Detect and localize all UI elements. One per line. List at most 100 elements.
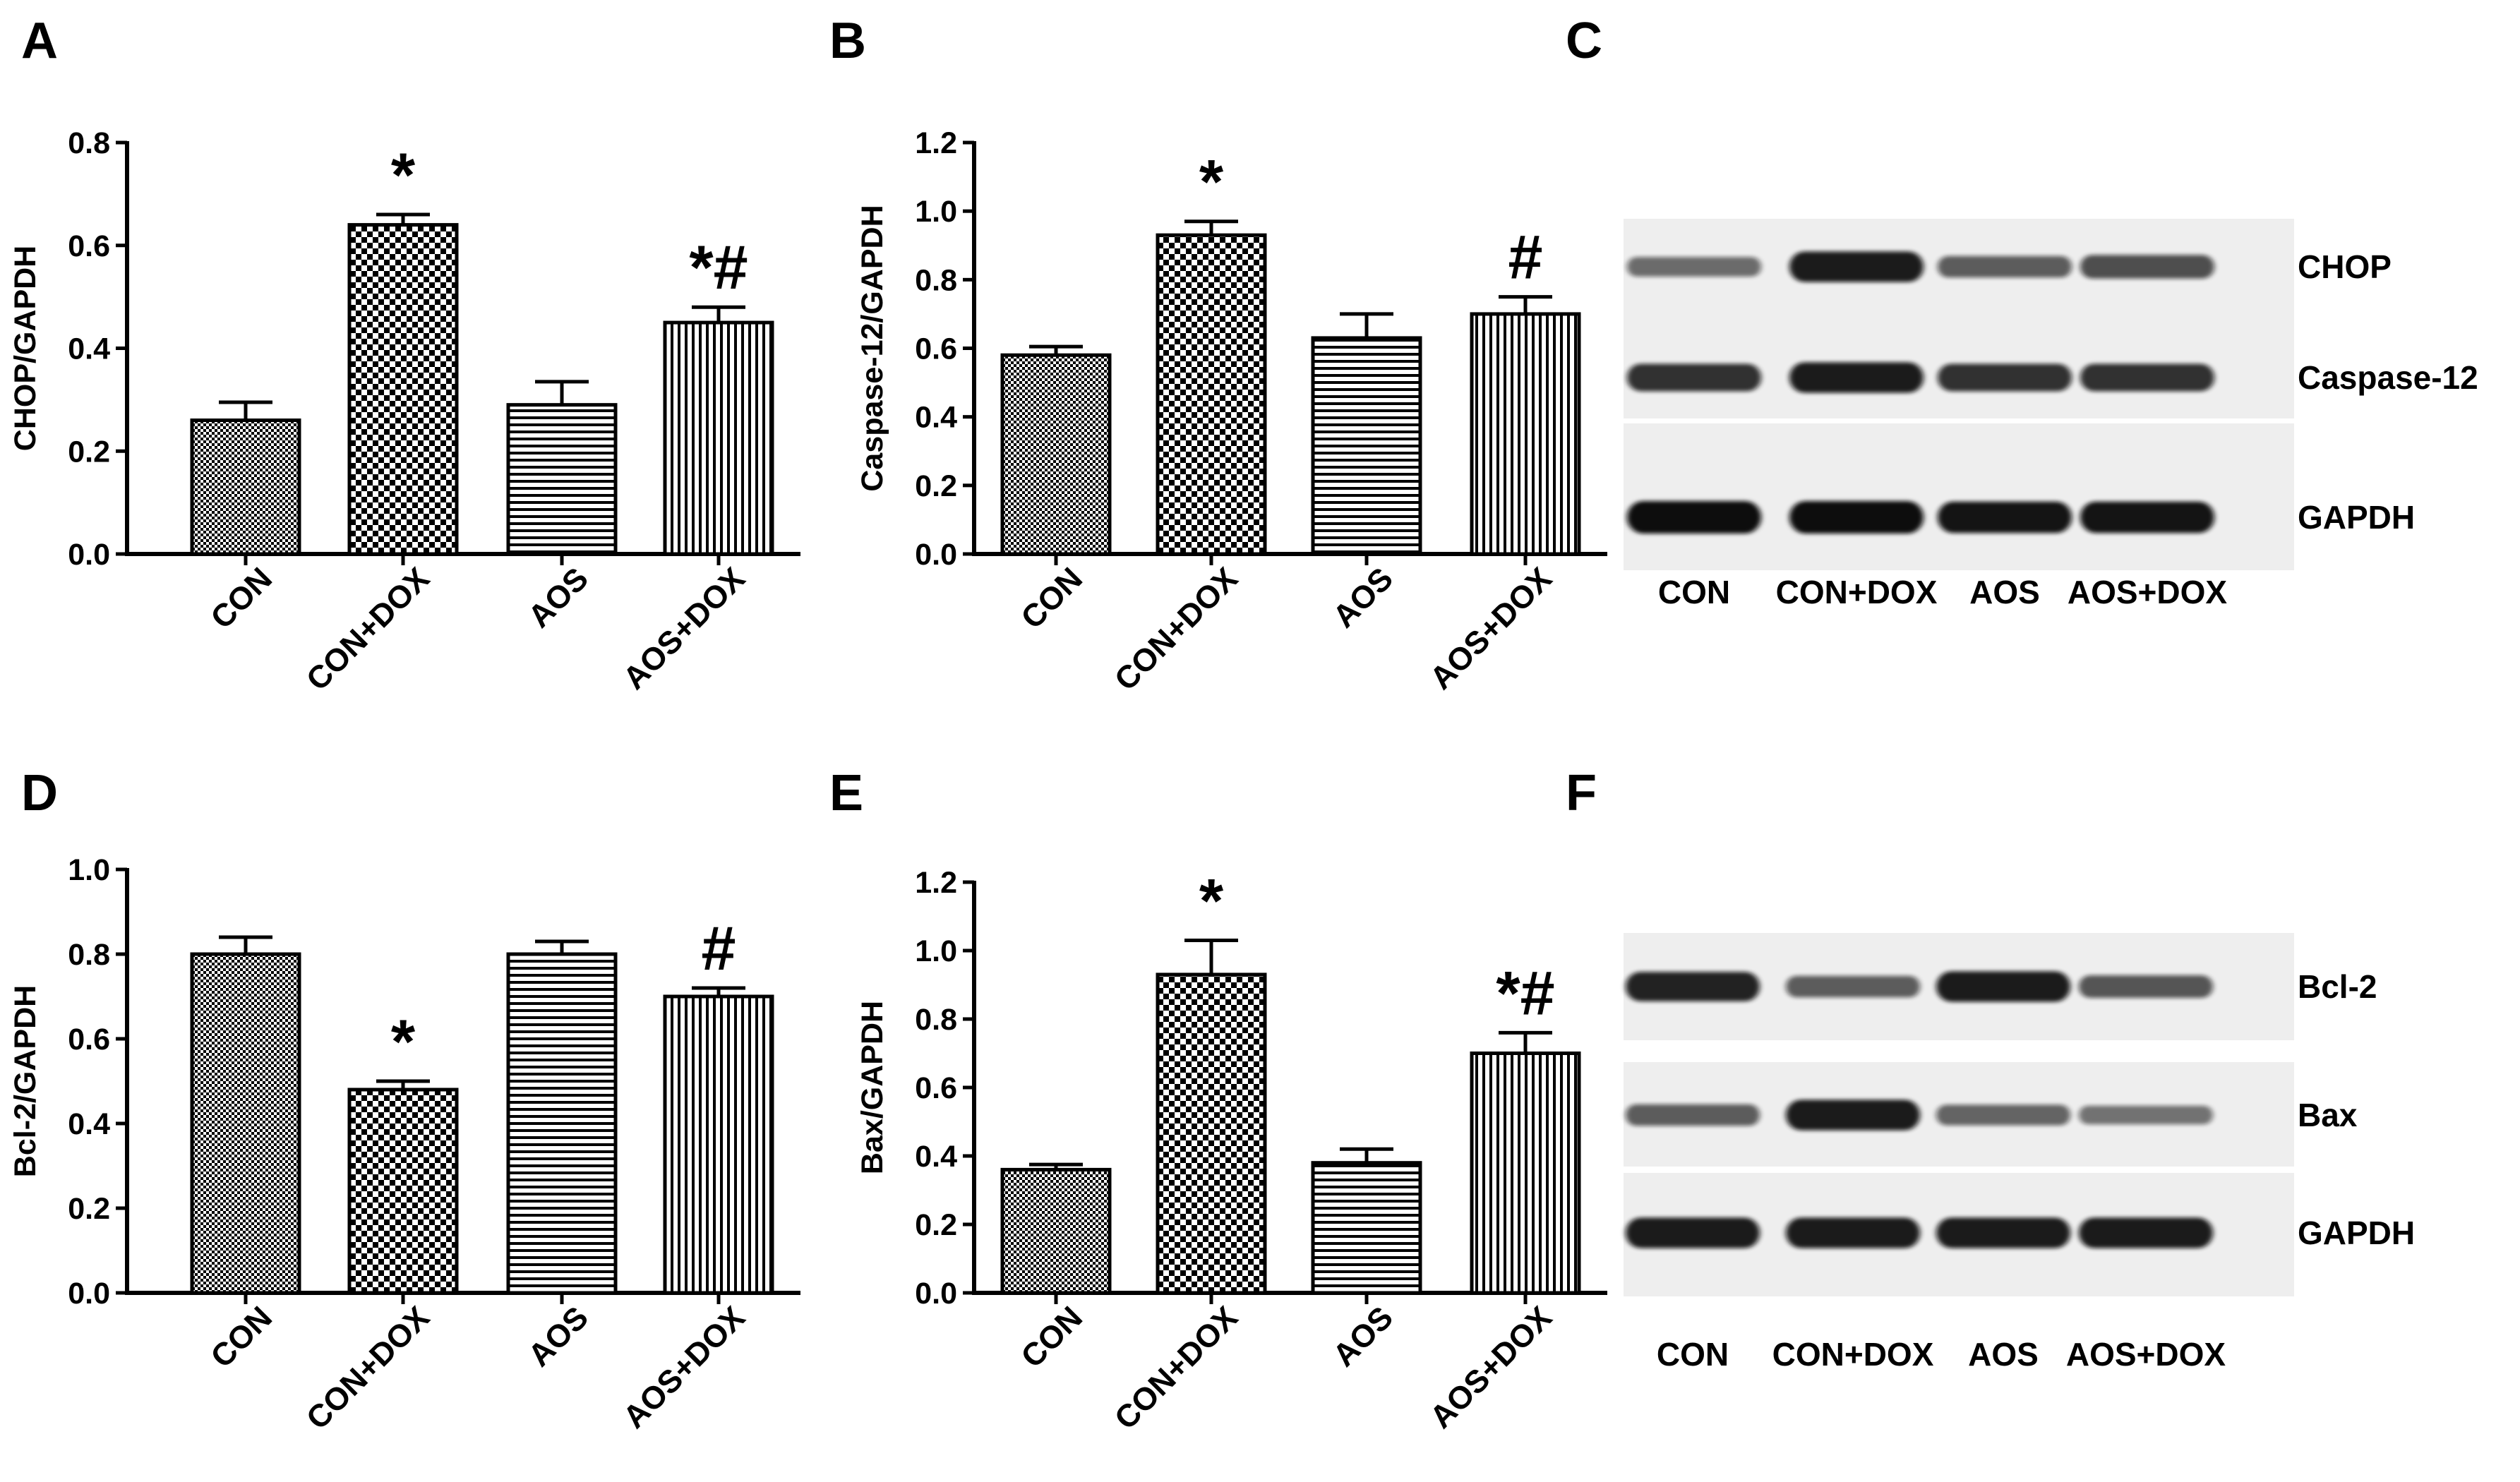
significance-marker: * (1199, 865, 1224, 935)
y-tick-label: 0.8 (68, 126, 110, 160)
western-blot-f: Bcl-2 Bax GAPDH CON CON+DOX AOS AOS+DOX (1624, 933, 2415, 1373)
blot-row-label: GAPDH (2298, 1215, 2415, 1251)
blot-band (2079, 1105, 2213, 1125)
panel-letter-f: F (1566, 765, 1597, 821)
y-tick-label: 0.2 (915, 469, 957, 503)
blot-band (1626, 1104, 1760, 1126)
y-tick-label: 0.0 (68, 538, 110, 572)
blot-row-gapdh: GAPDH (1624, 1173, 2415, 1296)
chart-caspase-12: 0.0 0.2 0.4 0.6 0.8 1.0 1.2 Caspase-12/GAPDH CON… (856, 126, 1607, 697)
lane-label: AOS+DOX (2068, 574, 2228, 610)
y-tick-label: 0.8 (915, 263, 957, 297)
y-tick-label: 1.0 (915, 934, 957, 968)
y-tick-label: 0.6 (68, 229, 110, 263)
category-label: CON (203, 560, 279, 636)
panel-letter-d: D (21, 765, 58, 821)
y-axis-label: Caspase-12/GAPDH (856, 205, 889, 491)
lane-label: CON (1657, 1336, 1729, 1373)
western-blot-c: CHOP Caspase-12 GAPDH CON CON+DOX AOS AOS+DOX (1624, 219, 2478, 610)
category-label: CON+DOX (299, 1299, 436, 1436)
blot-band (1627, 363, 1761, 392)
blot-row-label: Caspase-12 (2298, 359, 2478, 396)
y-tick-label: 0.2 (68, 435, 110, 469)
bar-con-plus-dox (1156, 972, 1267, 1295)
bar-con (190, 952, 301, 1295)
y-tick-label: 0.4 (915, 401, 957, 435)
category-label: AOS+DOX (1423, 560, 1559, 697)
category-label: CON+DOX (1108, 1299, 1244, 1436)
blot-band (2079, 1217, 2213, 1248)
y-tick-label: 1.2 (915, 126, 957, 160)
blot-row-label: CHOP (2298, 248, 2392, 285)
significance-marker: * (391, 1006, 416, 1076)
bar-con-plus-dox (1156, 233, 1267, 556)
category-label: AOS (1326, 1299, 1400, 1373)
lane-label: AOS+DOX (2066, 1336, 2226, 1373)
y-tick-label: 0.4 (68, 332, 110, 366)
bar-aos-plus-dox (663, 994, 774, 1295)
blot-row-label: GAPDH (2298, 499, 2415, 536)
blot-band (1786, 1217, 1920, 1248)
blot-row-label: Bcl-2 (2298, 968, 2377, 1005)
bar-con (190, 418, 301, 556)
y-axis-label: Bax/GAPDH (856, 1001, 889, 1174)
significance-marker: * (391, 140, 416, 210)
bar-aos (1311, 336, 1422, 556)
bar-aos-plus-dox (663, 320, 774, 556)
y-tick-label: 1.2 (915, 866, 957, 900)
bar-aos (1311, 1161, 1422, 1295)
chart-chop: 0.0 0.2 0.4 0.6 0.8 CHOP/GAPDH CON * CON+DOX AOS *… (8, 126, 800, 697)
blot-band (1936, 1217, 2070, 1248)
lane-label: CON+DOX (1772, 1336, 1934, 1373)
panel-letter-e: E (829, 765, 863, 821)
y-tick-label: 0.8 (68, 938, 110, 972)
blot-row-gapdh: GAPDH (1624, 423, 2415, 570)
blot-row-bcl-2: Bcl-2 (1624, 933, 2377, 1040)
category-label: CON+DOX (1108, 560, 1244, 697)
blot-band (1789, 251, 1924, 282)
y-tick-label: 0.0 (915, 1277, 957, 1311)
y-tick-label: 0.0 (915, 538, 957, 572)
category-label: CON+DOX (299, 560, 436, 697)
bar-aos-plus-dox (1470, 1052, 1581, 1295)
bar-con (1000, 1167, 1112, 1295)
significance-marker: *# (689, 232, 748, 302)
panel-letter-a: A (21, 13, 58, 69)
significance-marker: * (1199, 147, 1224, 217)
blot-row-bax: Bax (1624, 1062, 2358, 1167)
y-tick-label: 1.0 (68, 853, 110, 887)
blot-band (1789, 362, 1924, 393)
bar-con-plus-dox (347, 1088, 459, 1295)
category-label: AOS (521, 1299, 595, 1373)
category-label: CON (1014, 1299, 1089, 1375)
blot-band (2080, 255, 2214, 279)
blot-row-chop: CHOP (1624, 219, 2392, 323)
y-tick-label: 0.6 (915, 332, 957, 366)
blot-row-caspase-12: Caspase-12 (1624, 316, 2478, 418)
y-tick-label: 0.6 (68, 1023, 110, 1056)
blot-band (1938, 255, 2072, 278)
lane-label: CON (1658, 574, 1730, 610)
y-tick-label: 0.2 (68, 1192, 110, 1226)
y-axis-label: CHOP/GAPDH (8, 246, 42, 451)
blot-strip (1624, 423, 2294, 570)
category-label: CON (1014, 560, 1089, 636)
y-tick-label: 0.4 (915, 1140, 957, 1174)
blot-band (1789, 501, 1924, 534)
y-tick-label: 0.2 (915, 1208, 957, 1242)
blot-row-label: Bax (2298, 1097, 2358, 1133)
panel-letter-c: C (1566, 13, 1602, 69)
bar-aos-plus-dox (1470, 312, 1581, 556)
bar-con (1000, 353, 1112, 556)
blot-band (2079, 975, 2213, 998)
lane-label: AOS (1969, 574, 2040, 610)
blot-band (1627, 257, 1761, 277)
category-label: AOS (521, 560, 595, 634)
bar-con-plus-dox (347, 223, 459, 556)
blot-band (1627, 501, 1761, 534)
lane-label: AOS (1968, 1336, 2039, 1373)
y-tick-label: 1.0 (915, 195, 957, 229)
significance-marker: # (1508, 222, 1543, 292)
blot-band (2080, 501, 2214, 534)
category-label: AOS (1326, 560, 1400, 634)
